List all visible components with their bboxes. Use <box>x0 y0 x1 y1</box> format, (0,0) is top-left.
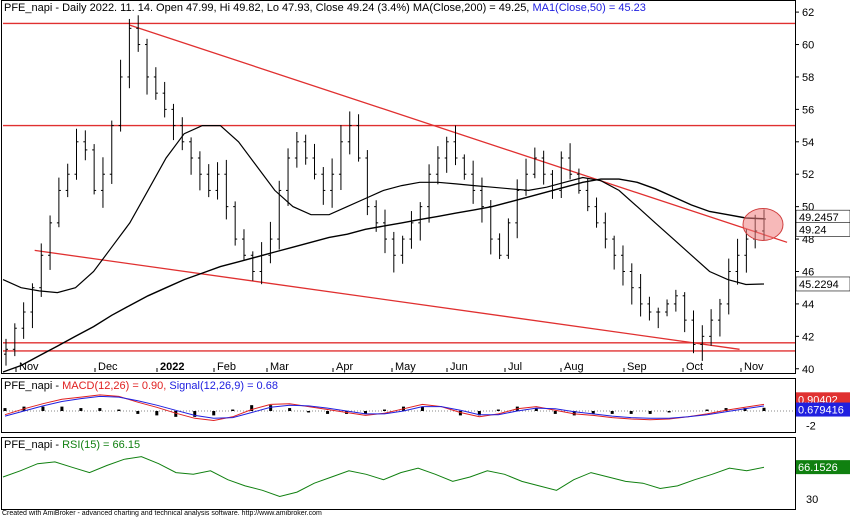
rsi-header-prefix: PFE_napi - <box>4 439 63 451</box>
x-tick-label: May <box>395 361 416 373</box>
x-tick-label: Nov <box>744 361 764 373</box>
macd-line <box>4 394 765 422</box>
price-ytick-label: 62 <box>802 7 814 19</box>
price-ytick-label: 58 <box>802 72 814 84</box>
price-header: PFE_napi - Daily 2022. 11. 14. Open 47.9… <box>4 2 646 14</box>
macd-header-prefix: PFE_napi - <box>4 380 63 392</box>
close-value-tag: 49.24 <box>799 224 827 236</box>
rsi-label: RSI(15) = 66.15 <box>62 439 141 451</box>
x-tick-label: Jul <box>508 361 522 373</box>
rsi-header: PFE_napi - RSI(15) = 66.15 <box>4 439 140 451</box>
signal-line <box>4 395 765 419</box>
highlight-circle <box>742 207 784 241</box>
trendline <box>34 249 740 350</box>
x-tick-label: Mar <box>270 361 289 373</box>
price-ytick-label: 42 <box>802 331 814 343</box>
price-ytick-label: 52 <box>802 169 814 181</box>
price-ytick-label: 54 <box>802 137 814 149</box>
ma50-label: MA1(Close,50) = 45.23 <box>532 2 646 14</box>
trendline <box>129 24 788 243</box>
price-header-ohlc: PFE_napi - Daily 2022. 11. 14. Open 47.9… <box>4 2 413 14</box>
footer-credit: Created with AmiBroker - advanced charti… <box>2 510 322 517</box>
x-tick-label: Sep <box>627 361 647 373</box>
price-ytick-label: 48 <box>802 234 814 246</box>
x-tick-label: Nov <box>19 361 39 373</box>
price-ytick-label: 46 <box>802 266 814 278</box>
ma50-value-tag-bg <box>795 276 850 292</box>
rsi-pane-frame <box>1 437 796 510</box>
x-tick-label: Dec <box>98 361 118 373</box>
x-tick-label: 2022 <box>160 361 184 373</box>
ma50-value-tag: 45.2294 <box>799 279 839 291</box>
rsi-tag-bg <box>796 460 850 475</box>
x-tick-label: Jun <box>450 361 468 373</box>
price-ytick-label: 60 <box>802 40 814 52</box>
price-ytick-label: 40 <box>802 364 814 376</box>
x-tick-label: Feb <box>217 361 236 373</box>
macd-label: MACD(12,26) = 0.90, <box>62 380 170 392</box>
signal-value-tag: 0.679416 <box>798 405 844 417</box>
x-tick-label: Oct <box>686 361 703 373</box>
signal-tag-bg <box>796 402 850 417</box>
signal-label: Signal(12,26,9) = 0.68 <box>169 380 278 392</box>
price-ytick-label: 44 <box>802 299 814 311</box>
x-tick-label: Aug <box>564 361 584 373</box>
ma200-line <box>2 178 765 373</box>
macd-header: PFE_napi - MACD(12,26) = 0.90, Signal(12… <box>4 380 278 392</box>
x-tick-label: Apr <box>336 361 353 373</box>
price-pane-frame <box>1 0 796 374</box>
close-value-tag-bg <box>795 222 850 237</box>
rsi-line <box>2 456 765 498</box>
price-ytick-label: 56 <box>802 104 814 116</box>
ma200-label: MA(Close,200) = 49.25, <box>412 2 533 14</box>
rsi-value-tag: 66.1526 <box>798 462 838 474</box>
rsi-ytick-label: 30 <box>806 494 818 506</box>
ma200-value-tag: 49.2457 <box>799 212 839 224</box>
ma50-line <box>2 124 765 294</box>
macd-ytick-label: -2 <box>806 421 816 433</box>
macd-pane-frame <box>1 378 796 433</box>
